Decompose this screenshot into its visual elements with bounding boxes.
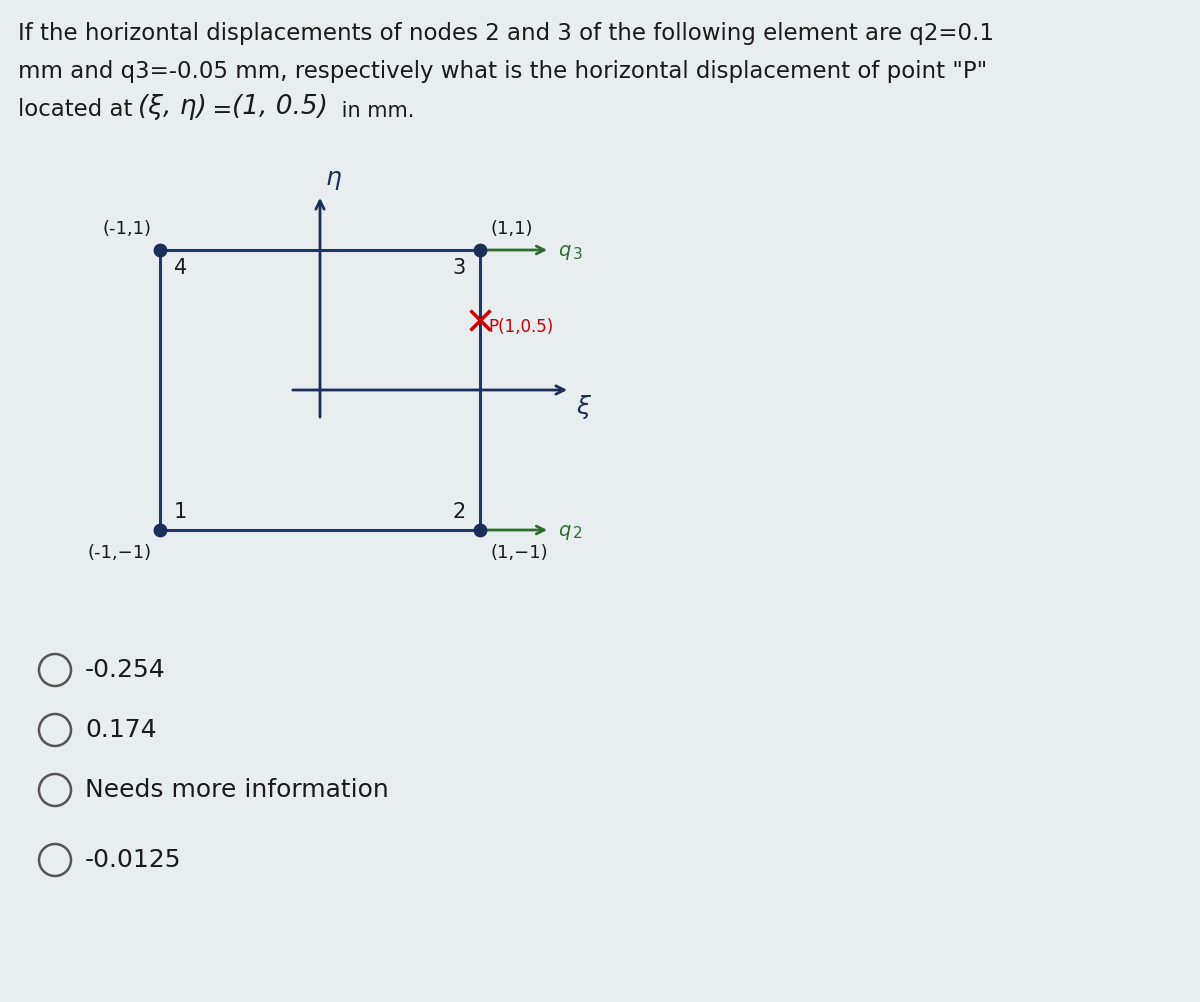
Text: 3: 3 <box>574 246 583 262</box>
Text: =: = <box>205 98 240 122</box>
Text: q: q <box>558 520 570 539</box>
Text: in mm.: in mm. <box>335 101 414 121</box>
Text: -0.254: -0.254 <box>85 658 166 682</box>
Text: (1,−1): (1,−1) <box>490 544 547 562</box>
Text: 3: 3 <box>452 258 466 278</box>
Text: (1,1): (1,1) <box>490 220 533 238</box>
Text: η: η <box>326 166 342 190</box>
Text: (-1,−1): (-1,−1) <box>88 544 152 562</box>
Text: 4: 4 <box>174 258 187 278</box>
Text: located at: located at <box>18 98 139 121</box>
Text: 2: 2 <box>452 502 466 522</box>
Text: 0.174: 0.174 <box>85 718 157 742</box>
Text: -0.0125: -0.0125 <box>85 848 181 872</box>
Text: (1, 0.5): (1, 0.5) <box>232 94 328 120</box>
Text: 2: 2 <box>574 526 583 541</box>
Text: (ξ, η): (ξ, η) <box>138 94 206 120</box>
Text: q: q <box>558 240 570 260</box>
Text: mm and q3=-0.05 mm, respectively what is the horizontal displacement of point "P: mm and q3=-0.05 mm, respectively what is… <box>18 60 988 83</box>
Text: P(1,0.5): P(1,0.5) <box>488 318 553 336</box>
Text: (-1,1): (-1,1) <box>103 220 152 238</box>
Text: Needs more information: Needs more information <box>85 778 389 802</box>
Text: ξ: ξ <box>576 395 590 419</box>
Text: If the horizontal displacements of nodes 2 and 3 of the following element are q2: If the horizontal displacements of nodes… <box>18 22 994 45</box>
Text: 1: 1 <box>174 502 187 522</box>
